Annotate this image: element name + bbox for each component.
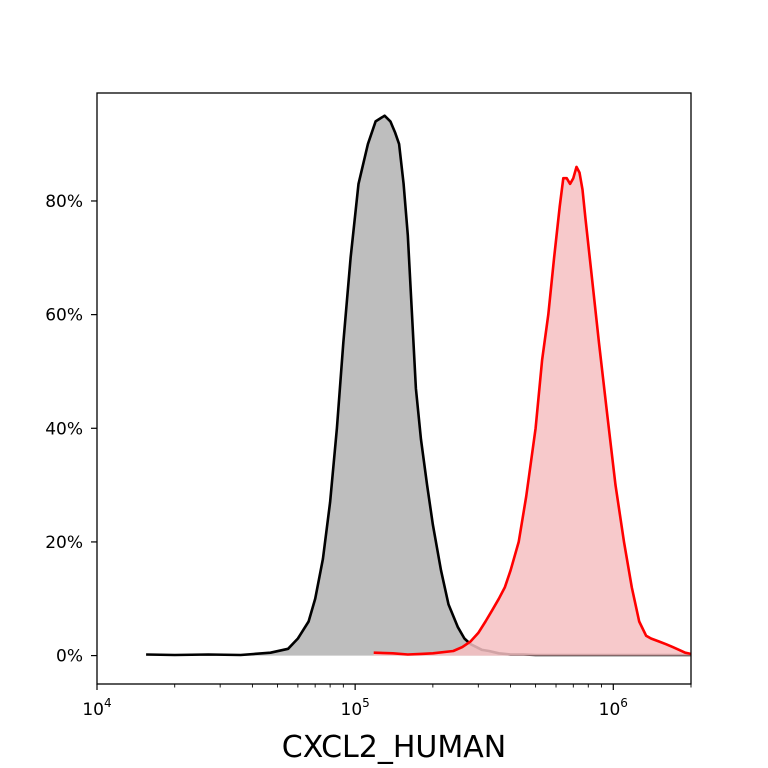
series-layer bbox=[146, 114, 691, 657]
y-axis: 0% 20% 40% 60% 80% bbox=[45, 192, 97, 667]
x-axis: 104 105 106 bbox=[82, 684, 692, 720]
series-1-area bbox=[146, 115, 691, 656]
y-tick-label: 60% bbox=[45, 306, 83, 326]
y-tick-label: 80% bbox=[45, 192, 83, 212]
x-tick-label: 104 bbox=[82, 696, 111, 720]
x-tick-label: 105 bbox=[341, 696, 370, 720]
y-tick-label: 40% bbox=[45, 419, 83, 439]
y-tick-label: 20% bbox=[45, 533, 83, 553]
x-axis-title: CXCL2_HUMAN bbox=[282, 730, 506, 765]
series-2-area bbox=[373, 166, 691, 656]
plot-frame bbox=[96, 92, 692, 685]
y-tick-label: 0% bbox=[56, 647, 83, 667]
series-2-line bbox=[373, 165, 691, 656]
x-tick-label: 106 bbox=[599, 696, 628, 720]
